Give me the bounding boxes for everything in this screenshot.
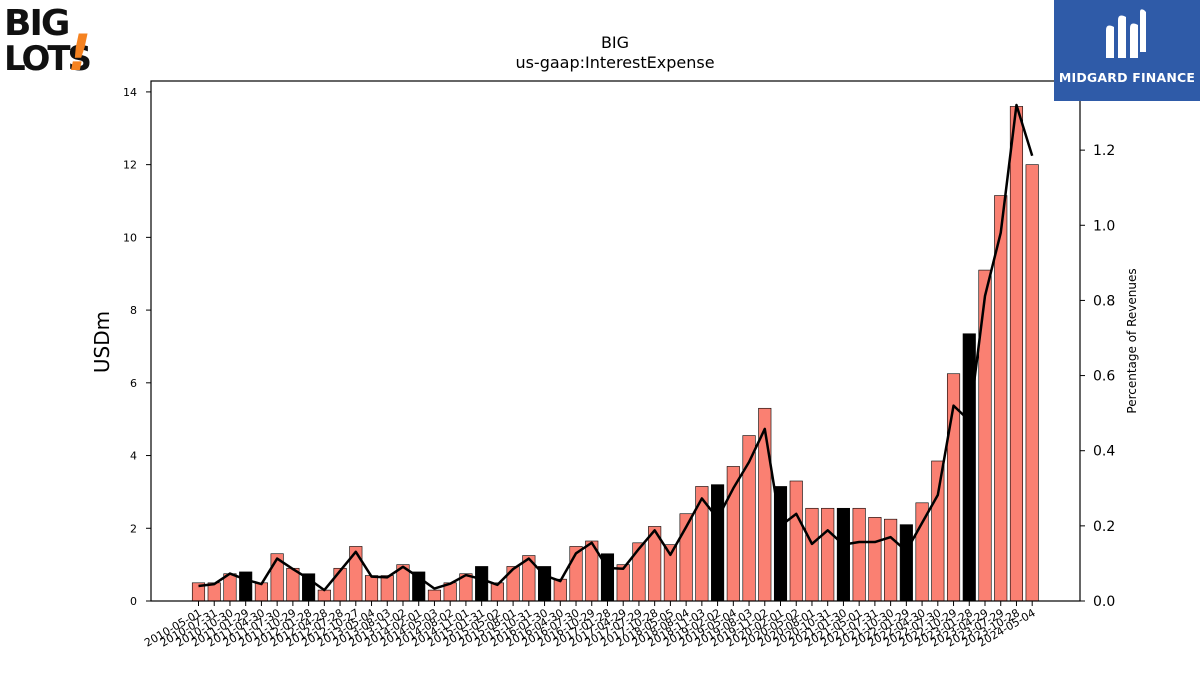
y-axis-label: USDm [90,311,114,373]
bar [616,564,630,602]
bar [1009,106,1024,602]
percent-line-series [198,103,1034,592]
bar [333,567,347,602]
left-axis-ticks: 0 2 4 6 8 10 12 14 [123,86,151,608]
bar [364,575,379,602]
y2-axis-label: Percentage of Revenues [1125,268,1139,413]
right-tick-label: 0.6 [1093,369,1115,385]
bar [899,524,913,602]
bar [553,578,567,602]
logo-line-1: BIG [4,4,68,44]
midgard-finance-logo: MIDGARD FINANCE [1054,0,1200,101]
bar [1025,164,1039,602]
bar [254,582,268,602]
right-tick-label: 0.2 [1093,519,1115,535]
bar [239,571,253,602]
big-lots-logo: BIG LOTS ! [4,3,104,82]
right-tick-label: 1.0 [1093,218,1115,234]
logo-line-2: LOTS [4,39,90,76]
bar [317,589,331,602]
bar [711,484,725,602]
bar [978,269,992,602]
axes [150,80,1081,602]
bar [868,517,882,602]
bar [852,507,866,602]
chart-title: BIG [600,33,630,52]
bar-series [191,106,1039,602]
left-tick-label: 2 [130,522,137,535]
left-tick-label: 0 [130,595,137,608]
percent-line [198,103,1034,592]
bar [805,507,819,602]
midgard-m-icon [1106,9,1146,58]
right-tick-label: 0.0 [1093,594,1115,610]
bar [789,480,803,602]
chart-subtitle: us-gaap:InterestExpense [515,53,715,72]
left-tick-label: 14 [123,86,137,99]
bar [962,333,976,602]
bar [931,460,945,602]
bar [821,507,835,602]
bar [475,566,489,602]
left-tick-label: 8 [130,304,137,317]
bar [884,518,898,602]
left-tick-label: 12 [123,159,137,172]
right-tick-label: 0.4 [1093,444,1115,460]
bar [427,589,442,602]
bar [632,542,646,602]
left-tick-label: 6 [130,377,137,390]
right-tick-label: 0.8 [1093,293,1115,309]
left-tick-label: 10 [123,231,137,244]
x-axis-ticks: 2010-05-012010-07-312010-10-302011-01-29… [142,601,1038,650]
bar [506,566,520,602]
bar [349,546,363,602]
plot-frame [150,80,1081,602]
bar [836,507,850,602]
right-axis-ticks: 0.0 0.2 0.4 0.6 0.8 1.0 1.2 [1080,143,1115,610]
left-tick-label: 4 [130,450,137,463]
bar [994,195,1008,602]
bar [380,575,394,602]
midgard-finance-wordmark: MIDGARD FINANCE [1058,70,1196,85]
right-tick-label: 1.2 [1093,143,1115,159]
